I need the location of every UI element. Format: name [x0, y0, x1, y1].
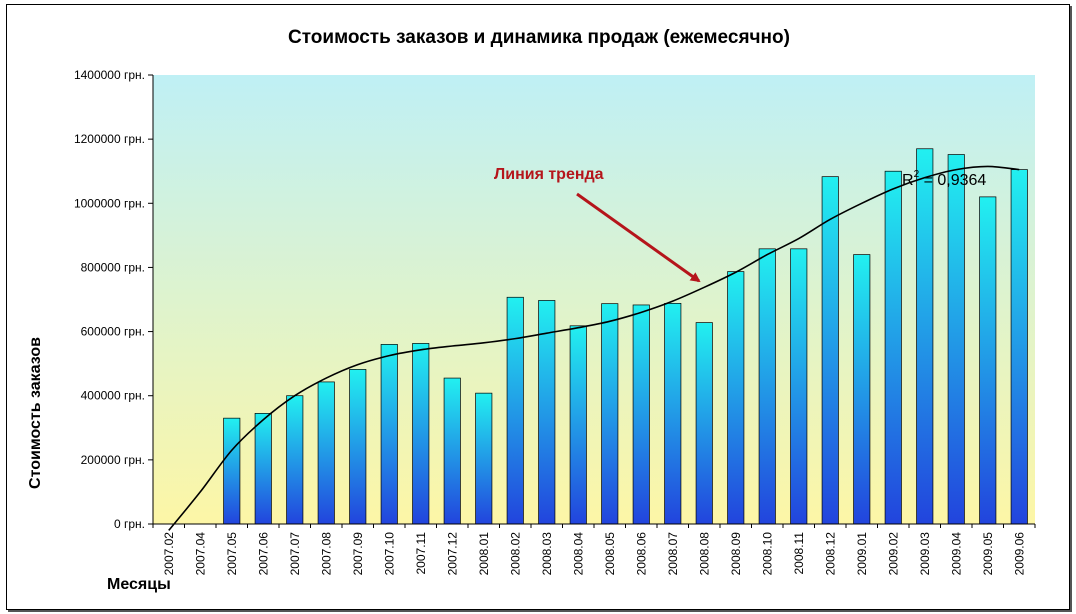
x-tick-label: 2008.03 [540, 532, 554, 576]
bar-2007.11 [412, 343, 430, 525]
x-tick-label: 2007.02 [162, 532, 176, 576]
bar-2008.10 [758, 248, 776, 525]
r-squared-label: R2 = 0,9364 [902, 169, 986, 189]
bar-2007.09 [349, 369, 367, 525]
x-tick-label: 2008.09 [729, 532, 743, 576]
bar-2009.06 [1010, 169, 1028, 525]
y-tick-label: 1400000 грн. [74, 68, 145, 82]
x-tick-label: 2008.11 [792, 532, 806, 575]
x-tick-label: 2007.07 [288, 532, 302, 576]
y-tick-label: 200000 грн. [81, 453, 145, 467]
x-tick-label: 2008.02 [508, 532, 522, 576]
bar-2008.12 [821, 176, 839, 525]
bar-2009.05 [979, 196, 997, 525]
x-axis-title: Месяцы [107, 576, 171, 593]
y-tick-label: 1000000 грн. [74, 196, 145, 210]
bar-2008.04 [569, 325, 587, 525]
x-tick-label: 2007.09 [351, 532, 365, 576]
bar-2007.06 [254, 413, 272, 525]
y-tick-label: 0 грн. [114, 517, 145, 531]
bar-2008.01 [475, 392, 493, 525]
y-tick-label: 800000 грн. [81, 260, 145, 274]
x-tick-label: 2008.06 [634, 532, 648, 576]
x-tick-label: 2008.04 [571, 532, 585, 576]
trend-line [168, 165, 1020, 531]
bar-2007.10 [380, 344, 398, 525]
bars [223, 148, 1028, 525]
bar-2008.05 [601, 303, 619, 525]
x-tick-label: 2008.07 [666, 532, 680, 576]
x-tick-label: 2007.06 [256, 532, 270, 576]
bar-2008.08 [695, 322, 713, 525]
x-tick-label: 2009.02 [886, 532, 900, 576]
x-tick-label: 2008.10 [760, 532, 774, 576]
x-tick-label: 2009.05 [981, 532, 995, 576]
y-tick-label: 1200000 грн. [74, 132, 145, 146]
plot-area [153, 75, 1035, 524]
y-axis-title: Стоимость заказов [27, 337, 44, 489]
bar-2009.01 [853, 254, 871, 525]
bar-2007.05 [223, 417, 241, 525]
x-tick-label: 2007.11 [414, 532, 428, 575]
y-axis: 0 грн. 200000 грн. 400000 грн. 600000 грн. 8… [74, 68, 154, 531]
x-tick-label: 2007.05 [225, 532, 239, 576]
trend-annotation: Линия тренда [494, 166, 604, 183]
chart-title: Стоимость заказов и динамика продаж (еже… [288, 27, 790, 48]
bar-2007.12 [443, 377, 461, 525]
x-axis: 2007.02 2007.04 2007.05 2007.06 2007.07 2007.… [152, 523, 1036, 576]
chart-frame: Стоимость заказов и динамика продаж (еже… [6, 4, 1070, 610]
x-tick-label: 2009.06 [1012, 532, 1026, 576]
x-tick-label: 2009.03 [918, 532, 932, 576]
bar-2008.07 [664, 302, 682, 525]
trend-arrow [576, 192, 701, 283]
bar-2009.02 [884, 170, 902, 525]
bar-2008.09 [727, 271, 745, 525]
bar-2008.06 [632, 304, 650, 525]
bar-2007.07 [286, 395, 304, 525]
y-tick-label: 600000 грн. [81, 325, 145, 339]
bar-2008.02 [506, 296, 524, 525]
x-tick-label: 2007.08 [319, 532, 333, 576]
x-tick-label: 2009.04 [949, 532, 963, 576]
x-tick-label: 2008.08 [697, 532, 711, 576]
x-tick-label: 2007.04 [193, 532, 207, 576]
bar-2009.03 [916, 148, 934, 525]
x-tick-label: 2008.05 [603, 532, 617, 576]
x-tick-label: 2007.10 [382, 532, 396, 576]
x-tick-label: 2007.12 [445, 532, 459, 576]
bar-2007.08 [317, 381, 335, 525]
x-tick-label: 2008.12 [823, 532, 837, 576]
x-tick-label: 2008.01 [477, 532, 491, 576]
chart: Стоимость заказов и динамика продаж (еже… [27, 27, 1036, 593]
bar-2009.04 [947, 154, 965, 525]
y-tick-label: 400000 грн. [81, 389, 145, 403]
bar-2008.11 [790, 248, 808, 525]
x-tick-label: 2009.01 [855, 532, 869, 576]
